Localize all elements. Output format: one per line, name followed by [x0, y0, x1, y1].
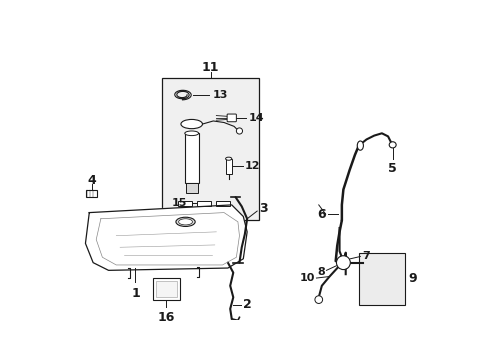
Text: 15: 15	[171, 198, 187, 208]
Polygon shape	[85, 205, 246, 270]
Text: 14: 14	[248, 113, 264, 123]
Ellipse shape	[388, 142, 395, 148]
Text: 10: 10	[299, 273, 314, 283]
FancyBboxPatch shape	[226, 114, 236, 122]
Bar	[358, 253, 404, 305]
Bar	[162, 78, 258, 220]
Circle shape	[314, 296, 322, 303]
Ellipse shape	[184, 131, 198, 136]
Text: 7: 7	[361, 251, 369, 261]
Text: 5: 5	[387, 162, 396, 175]
Ellipse shape	[178, 219, 192, 225]
Ellipse shape	[176, 217, 195, 226]
Circle shape	[336, 256, 349, 270]
Text: 4: 4	[87, 174, 96, 187]
Bar	[184, 133, 198, 183]
Text: 8: 8	[317, 267, 324, 277]
Ellipse shape	[225, 157, 231, 160]
Text: 2: 2	[242, 298, 251, 311]
Bar	[225, 159, 231, 174]
Bar	[185, 183, 198, 193]
Text: 16: 16	[157, 311, 175, 324]
Ellipse shape	[357, 141, 363, 150]
Text: 12: 12	[244, 161, 260, 171]
Text: 11: 11	[202, 61, 219, 74]
Ellipse shape	[181, 120, 202, 129]
Bar	[153, 278, 180, 300]
Bar	[216, 201, 230, 206]
Text: 9: 9	[407, 272, 416, 285]
Bar	[178, 201, 191, 206]
Text: 1: 1	[131, 287, 140, 300]
Text: 6: 6	[316, 208, 325, 221]
Bar	[86, 190, 97, 197]
Text: 13: 13	[212, 90, 227, 100]
Bar	[197, 201, 210, 206]
Circle shape	[236, 128, 242, 134]
Text: 3: 3	[258, 202, 267, 215]
Bar	[156, 281, 177, 297]
